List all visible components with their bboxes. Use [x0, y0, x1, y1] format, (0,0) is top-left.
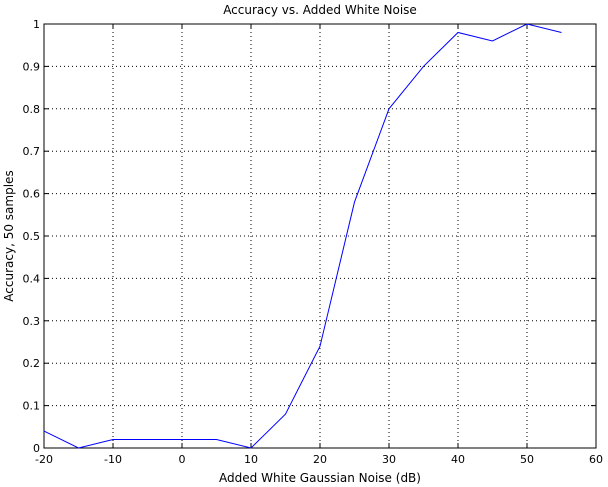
data-point: [388, 108, 389, 109]
data-point: [216, 439, 217, 440]
chart-title: Accuracy vs. Added White Noise: [223, 3, 417, 17]
data-point: [285, 413, 286, 414]
x-tick-label: 60: [589, 453, 603, 466]
data-point: [112, 439, 113, 440]
series-layer: [43, 23, 562, 449]
data-point: [561, 32, 562, 33]
x-axis-label: Added White Gaussian Noise (dB): [219, 471, 421, 485]
x-tick-label: -20: [35, 453, 53, 466]
y-tick-labels: 0 0.1 0.2 0.3 0.4 0.5 0.6 0.7 0.8 0.9 1: [23, 18, 41, 455]
grid-lines: [44, 24, 596, 448]
y-tick-label: 0.7: [23, 145, 41, 158]
x-tick-label: 0: [179, 453, 186, 466]
y-tick-label: 0.5: [23, 230, 41, 243]
y-tick-label: 0.9: [23, 60, 41, 73]
axis-ticks: [43, 23, 597, 449]
data-point: [319, 346, 320, 347]
x-tick-label: 20: [313, 453, 327, 466]
y-tick-label: 0.6: [23, 188, 41, 201]
y-tick-label: 0.2: [23, 357, 41, 370]
data-point: [43, 430, 44, 431]
y-axis-label: Accuracy, 50 samples: [2, 170, 16, 301]
data-point: [457, 32, 458, 33]
data-point: [526, 23, 527, 24]
data-point: [181, 439, 182, 440]
x-tick-label: 40: [451, 453, 465, 466]
y-tick-label: 1: [33, 18, 40, 31]
data-point: [147, 439, 148, 440]
x-tick-label: 50: [520, 453, 534, 466]
y-tick-label: 0: [33, 442, 40, 455]
y-tick-label: 0.3: [23, 315, 41, 328]
x-tick-label: -10: [104, 453, 122, 466]
accuracy-series-line: [43, 23, 562, 449]
x-tick-labels: -20 -10 0 10 20 30 40 50 60: [35, 453, 603, 466]
y-tick-label: 0.4: [23, 272, 41, 285]
data-point: [354, 201, 355, 202]
y-tick-label: 0.1: [23, 400, 41, 413]
data-point: [492, 40, 493, 41]
data-point: [250, 447, 251, 448]
y-tick-label: 0.8: [23, 103, 41, 116]
data-point: [78, 447, 79, 448]
data-point: [423, 66, 424, 67]
x-tick-label: 10: [244, 453, 258, 466]
x-tick-label: 30: [382, 453, 396, 466]
